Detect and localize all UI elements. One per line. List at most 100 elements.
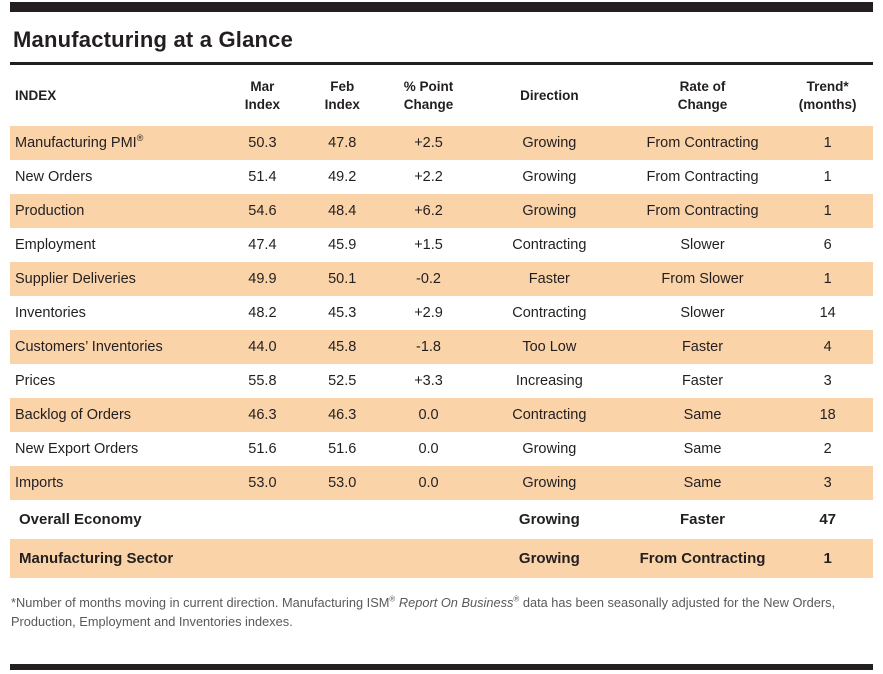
- cell-point-change: -1.8: [416, 339, 442, 355]
- cell-index-label: Manufacturing PMI®: [10, 126, 221, 160]
- cell-feb-index: 52.5: [328, 373, 357, 389]
- cell-feb-index: 47.8: [328, 135, 357, 151]
- footnote-italic-title: Report On Business: [395, 595, 514, 610]
- header-change-line1: % Point: [403, 78, 454, 94]
- cell-rate-of-change: From Contracting: [639, 550, 766, 567]
- table-row-production: Production 54.6 48.4 +6.2 Growing From C…: [10, 194, 873, 228]
- registered-mark-icon: ®: [136, 133, 144, 144]
- cell-direction: Growing: [522, 441, 577, 457]
- cell-direction: Too Low: [522, 339, 577, 355]
- cell-point-change: [381, 500, 476, 539]
- cell-feb-index: 48.4: [328, 203, 357, 219]
- cell-direction: Growing: [522, 169, 577, 185]
- table-row-new-orders: New Orders 51.4 49.2 +2.2 Growing From C…: [10, 160, 873, 194]
- cell-rate-of-change: From Contracting: [646, 169, 759, 185]
- cell-trend: 18: [819, 407, 836, 423]
- cell-mar-index: [221, 539, 303, 578]
- cell-index-label: Production: [15, 203, 85, 219]
- footnote-part1: *Number of months moving in current dire…: [11, 595, 390, 610]
- cell-point-change: +1.5: [414, 237, 443, 253]
- cell-trend: 1: [823, 203, 832, 219]
- header-mar-line2: Index: [244, 96, 281, 112]
- cell-trend: 47: [819, 511, 836, 528]
- cell-point-change: +2.9: [414, 305, 443, 321]
- header-rate-of-change: Rate of Change: [623, 65, 783, 126]
- cell-direction: Growing: [522, 135, 577, 151]
- table-row-imports: Imports 53.0 53.0 0.0 Growing Same 3: [10, 466, 873, 500]
- registered-mark-icon: ®: [389, 594, 396, 604]
- page-title: Manufacturing at a Glance: [13, 27, 294, 52]
- cell-trend: 2: [823, 441, 832, 457]
- table-row-customers-inventories: Customers’ Inventories 44.0 45.8 -1.8 To…: [10, 330, 873, 364]
- cell-rate-of-change: From Slower: [661, 271, 744, 287]
- cell-trend: 4: [823, 339, 832, 355]
- cell-trend: 3: [823, 373, 832, 389]
- cell-feb-index: 45.3: [328, 305, 357, 321]
- cell-rate-of-change: Same: [683, 475, 722, 491]
- cell-mar-index: 46.3: [248, 407, 277, 423]
- registered-mark-icon: ®: [513, 594, 520, 604]
- table-row-new-export-orders: New Export Orders 51.6 51.6 0.0 Growing …: [10, 432, 873, 466]
- table-row-prices: Prices 55.8 52.5 +3.3 Increasing Faster …: [10, 364, 873, 398]
- table-row-backlog-of-orders: Backlog of Orders 46.3 46.3 0.0 Contract…: [10, 398, 873, 432]
- cell-rate-of-change: Faster: [679, 511, 726, 528]
- table-row-manufacturing-sector: Manufacturing Sector Growing From Contra…: [10, 539, 873, 578]
- cell-direction: Contracting: [512, 305, 587, 321]
- bottom-black-bar: [10, 664, 873, 670]
- header-trend-line2: (months): [798, 96, 857, 112]
- cell-trend: 6: [823, 237, 832, 253]
- cell-point-change: [381, 539, 476, 578]
- cell-point-change: -0.2: [416, 271, 442, 287]
- table-row-overall-economy: Overall Economy Growing Faster 47: [10, 500, 873, 539]
- cell-index-label: New Orders: [15, 169, 93, 185]
- cell-mar-index: 44.0: [248, 339, 277, 355]
- cell-feb-index: 50.1: [328, 271, 357, 287]
- header-feb-index: Feb Index: [303, 65, 381, 126]
- cell-direction: Faster: [528, 271, 570, 287]
- title-rule-divider: [10, 62, 873, 65]
- cell-mar-index: 55.8: [248, 373, 277, 389]
- table-row-manufacturing-pmi: Manufacturing PMI® 50.3 47.8 +2.5 Growin…: [10, 126, 873, 160]
- footnote: *Number of months moving in current dire…: [11, 594, 873, 631]
- cell-index-label: New Export Orders: [15, 441, 139, 457]
- table-header: INDEX Mar Index Feb Index % Point Change…: [10, 65, 873, 126]
- cell-point-change: 0.0: [418, 475, 439, 491]
- cell-index-label: Supplier Deliveries: [15, 271, 136, 287]
- cell-direction: Growing: [518, 550, 580, 567]
- header-rate-line2: Change: [677, 96, 728, 112]
- header-feb-line1: Feb: [330, 78, 355, 94]
- header-index: INDEX: [15, 87, 57, 103]
- cell-point-change: 0.0: [418, 407, 439, 423]
- cell-direction: Growing: [518, 511, 580, 528]
- cell-feb-index: 45.9: [328, 237, 357, 253]
- table-body: Manufacturing PMI® 50.3 47.8 +2.5 Growin…: [10, 126, 873, 578]
- cell-trend: 1: [823, 169, 832, 185]
- cell-trend: 1: [823, 135, 832, 151]
- cell-index-label: Customers’ Inventories: [15, 339, 163, 355]
- cell-rate-of-change: From Contracting: [646, 135, 759, 151]
- cell-mar-index: 47.4: [248, 237, 277, 253]
- cell-direction: Contracting: [512, 407, 587, 423]
- cell-index-label: Prices: [15, 373, 56, 389]
- cell-feb-index: 45.8: [328, 339, 357, 355]
- cell-mar-index: 54.6: [248, 203, 277, 219]
- header-change-line2: Change: [403, 96, 454, 112]
- cell-rate-of-change: Same: [683, 407, 722, 423]
- cell-rate-of-change: From Contracting: [646, 203, 759, 219]
- cell-mar-index: 49.9: [248, 271, 277, 287]
- cell-point-change: 0.0: [418, 441, 439, 457]
- cell-feb-index: 46.3: [328, 407, 357, 423]
- cell-mar-index: 53.0: [248, 475, 277, 491]
- header-trend-line1: Trend*: [806, 78, 849, 94]
- cell-point-change: +2.2: [414, 169, 443, 185]
- cell-direction: Contracting: [512, 237, 587, 253]
- cell-index-label: Imports: [15, 475, 64, 491]
- cell-feb-index: [303, 500, 381, 539]
- cell-trend: 1: [823, 550, 832, 567]
- cell-trend: 14: [819, 305, 836, 321]
- cell-mar-index: [221, 500, 303, 539]
- cell-feb-index: 49.2: [328, 169, 357, 185]
- cell-direction: Increasing: [515, 373, 583, 389]
- header-feb-line2: Index: [324, 96, 360, 112]
